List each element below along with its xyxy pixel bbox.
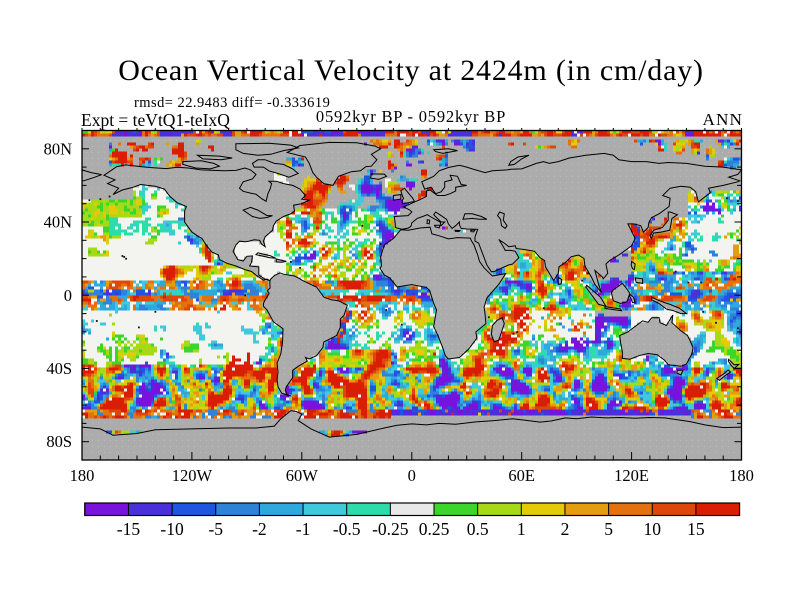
svg-text:-0.5: -0.5 (333, 519, 361, 539)
svg-text:0.25: 0.25 (419, 519, 450, 539)
svg-text:180: 180 (729, 466, 754, 485)
svg-text:120E: 120E (614, 466, 649, 485)
svg-text:60W: 60W (286, 466, 319, 485)
svg-text:-2: -2 (252, 519, 267, 539)
svg-text:0: 0 (408, 466, 416, 485)
svg-text:10: 10 (644, 519, 662, 539)
svg-text:-1: -1 (296, 519, 311, 539)
svg-text:2: 2 (561, 519, 570, 539)
svg-text:60E: 60E (508, 466, 535, 485)
svg-text:40N: 40N (44, 213, 73, 232)
svg-text:-15: -15 (117, 519, 141, 539)
svg-text:-10: -10 (160, 519, 184, 539)
svg-text:120W: 120W (172, 466, 213, 485)
svg-text:180: 180 (70, 466, 95, 485)
svg-text:-0.25: -0.25 (372, 519, 409, 539)
svg-text:0.5: 0.5 (467, 519, 489, 539)
svg-text:1: 1 (517, 519, 526, 539)
svg-text:40S: 40S (46, 359, 72, 378)
svg-text:5: 5 (604, 519, 613, 539)
svg-text:0: 0 (64, 286, 72, 305)
svg-text:-5: -5 (208, 519, 223, 539)
svg-text:80S: 80S (46, 432, 72, 451)
svg-text:15: 15 (687, 519, 705, 539)
svg-text:80N: 80N (44, 139, 73, 158)
